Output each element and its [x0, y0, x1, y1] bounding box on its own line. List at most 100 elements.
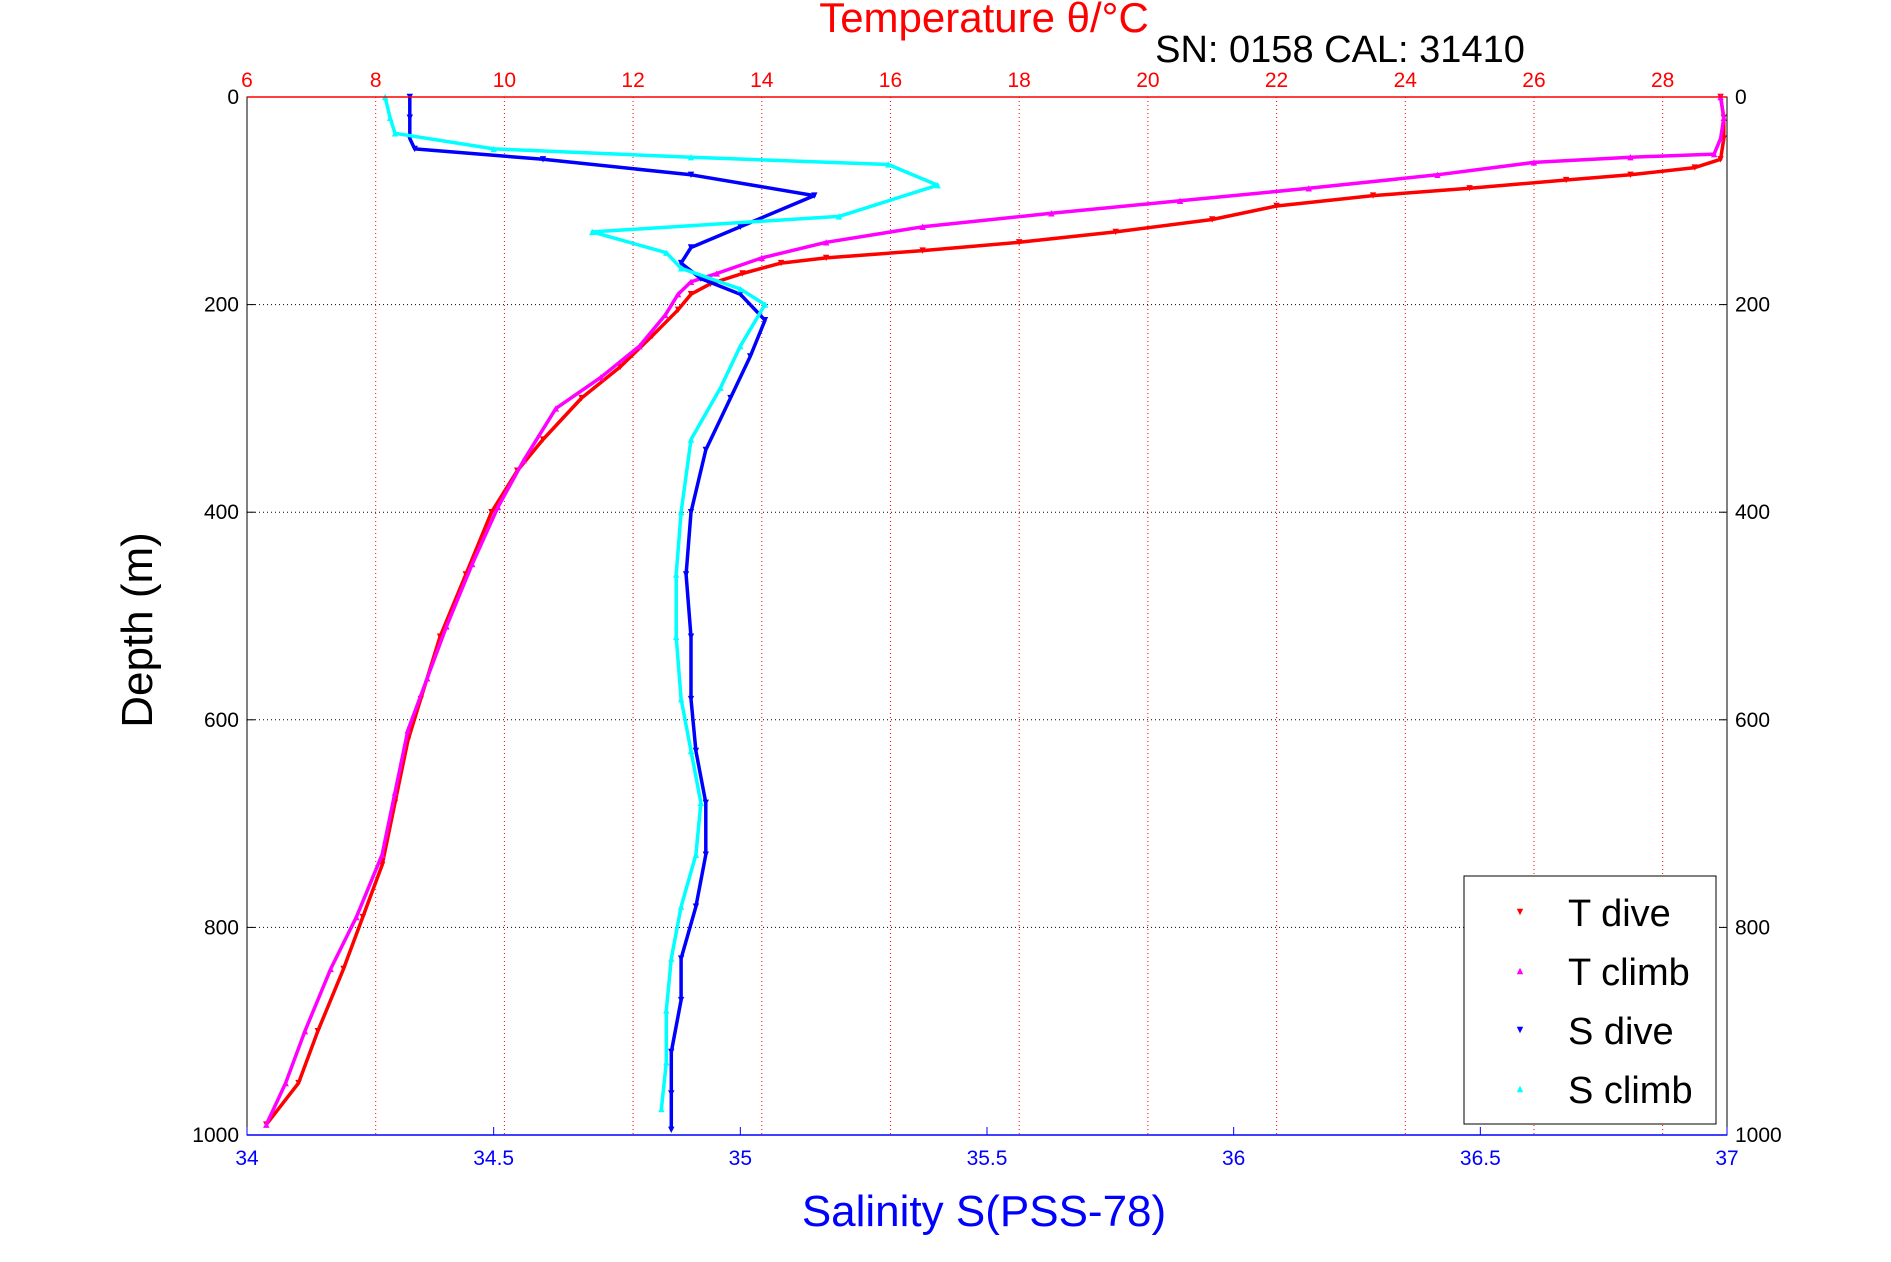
data-point-t-climb	[423, 675, 431, 682]
series-layer	[263, 93, 1727, 1134]
data-point-t-climb	[1305, 185, 1312, 192]
data-point-t-climb	[758, 254, 765, 262]
data-point-t-climb	[1048, 210, 1055, 217]
x-top-tick-label: 12	[621, 69, 644, 92]
data-point-t-climb	[674, 291, 682, 298]
y-tick-label-left: 600	[204, 709, 239, 732]
data-point-s-dive	[411, 145, 418, 153]
data-point-t-dive	[1466, 185, 1473, 192]
legend-marker-s-dive	[1516, 1026, 1524, 1034]
data-point-s-dive	[761, 316, 769, 324]
data-point-s-dive	[668, 1090, 675, 1097]
series-line-s-dive	[408, 97, 817, 1130]
data-point-t-dive	[919, 247, 926, 254]
x-top-tick-label: 18	[1007, 69, 1030, 92]
series-line-s-climb	[383, 96, 940, 1110]
chart-title: Temperature θ/°C	[819, 0, 1149, 41]
data-point-t-climb	[636, 342, 643, 350]
data-point-t-climb	[919, 223, 926, 230]
data-point-t-dive	[295, 1079, 302, 1087]
data-point-t-climb	[552, 405, 560, 412]
data-point-s-dive	[677, 955, 685, 962]
x-top-tick-label: 6	[241, 69, 253, 92]
legend: T dive T climb S dive S climb	[1463, 875, 1717, 1125]
data-point-s-climb	[589, 228, 596, 236]
ticks: 0 0 200 200 400 400 600 600 800 800 1000 1000 6 8 10 12…	[192, 69, 1781, 1170]
x-bottom-tick-label: 35	[729, 1147, 752, 1170]
x-bottom-tick-label: 37	[1715, 1147, 1738, 1170]
y-tick-label-left: 0	[227, 86, 239, 109]
x-bottom-tick-label: 36	[1222, 1147, 1245, 1170]
x-top-tick-label: 22	[1265, 69, 1288, 92]
data-point-s-dive	[668, 1126, 675, 1134]
data-point-t-climb	[520, 457, 527, 464]
x-top-tick-label: 20	[1136, 69, 1159, 92]
data-point-s-dive	[539, 156, 547, 163]
data-point-s-dive	[668, 1048, 675, 1056]
data-point-t-dive	[674, 306, 682, 313]
data-point-s-dive	[677, 996, 685, 1004]
data-point-t-climb	[1176, 197, 1184, 204]
data-point-s-climb	[673, 633, 680, 640]
data-point-s-climb	[687, 436, 695, 443]
data-point-t-dive	[359, 913, 367, 921]
y-tick-label-left: 1000	[192, 1124, 239, 1147]
data-point-s-climb	[835, 213, 843, 220]
data-point-t-climb	[597, 374, 605, 381]
data-point-s-dive	[687, 509, 695, 516]
series-s-dive	[406, 93, 818, 1134]
data-point-s-dive	[687, 171, 695, 179]
data-point-t-climb	[687, 278, 695, 285]
data-point-t-climb	[1627, 154, 1634, 161]
data-point-t-climb	[443, 623, 450, 630]
data-point-s-climb	[673, 571, 680, 578]
data-point-t-dive	[687, 291, 695, 298]
y-tick-label-right: 800	[1735, 916, 1770, 939]
legend-marker-t-climb	[1516, 967, 1524, 975]
data-point-t-dive	[314, 1028, 321, 1035]
data-point-t-climb	[301, 1028, 309, 1035]
data-point-s-climb	[386, 114, 394, 121]
data-point-s-climb	[668, 955, 675, 962]
data-point-s-climb	[663, 249, 670, 256]
data-point-s-dive	[727, 394, 734, 402]
series-t-climb	[263, 93, 1727, 1128]
data-point-s-climb	[692, 851, 700, 858]
data-point-t-climb	[662, 311, 669, 319]
y-axis-label: Depth (m)	[113, 532, 162, 728]
y-tick-label-right: 0	[1735, 86, 1747, 109]
data-point-s-climb	[697, 799, 705, 807]
data-point-t-climb	[391, 789, 399, 796]
data-point-s-climb	[663, 1007, 670, 1014]
x-axis-label-bottom: Salinity S(PSS-78)	[802, 1187, 1166, 1236]
data-point-s-dive	[687, 244, 695, 251]
data-point-t-dive	[578, 394, 585, 402]
x-top-tick-label: 8	[370, 69, 382, 92]
x-top-tick-label: 26	[1522, 69, 1545, 92]
data-point-s-climb	[663, 1059, 670, 1066]
data-point-s-dive	[682, 571, 690, 578]
x-top-tick-label: 28	[1651, 69, 1674, 92]
data-point-s-climb	[717, 384, 724, 391]
data-point-t-climb	[822, 239, 830, 246]
data-point-t-dive	[777, 259, 785, 267]
data-point-t-climb	[469, 560, 476, 568]
legend-label-s-dive: S dive	[1568, 1011, 1674, 1053]
data-point-s-climb	[885, 161, 892, 168]
data-point-s-climb	[490, 145, 497, 153]
data-point-t-dive	[739, 270, 746, 277]
data-point-s-dive	[737, 223, 744, 230]
data-point-s-climb	[737, 342, 744, 350]
data-point-s-climb	[934, 182, 941, 189]
x-top-tick-label: 10	[493, 69, 516, 92]
data-point-t-climb	[353, 913, 360, 921]
y-tick-label-right: 400	[1735, 501, 1770, 524]
legend-marker-t-dive	[1516, 908, 1524, 916]
data-point-t-climb	[713, 270, 720, 277]
data-point-t-climb	[1717, 135, 1724, 142]
data-point-s-dive	[747, 353, 754, 360]
series-s-climb	[381, 93, 941, 1113]
data-point-t-dive	[1691, 164, 1699, 171]
